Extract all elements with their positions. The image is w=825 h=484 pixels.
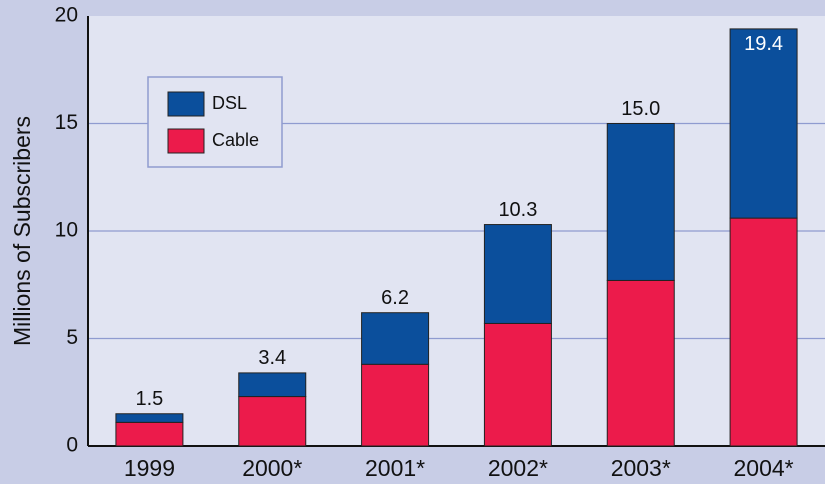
x-tick-label: 2004* (734, 455, 794, 481)
bar-segment (483, 322, 552, 447)
bar-segment (606, 279, 675, 447)
bar-segment (115, 413, 184, 423)
bar-segment (361, 312, 430, 365)
legend-label: DSL (212, 93, 247, 113)
bar-segment (483, 224, 552, 324)
legend-swatch (167, 128, 205, 154)
x-tick-label: 2003* (611, 455, 671, 481)
x-tick-label: 2002* (488, 455, 548, 481)
y-tick-label: 20 (55, 4, 78, 27)
x-tick-label: 2001* (365, 455, 425, 481)
legend-swatch (167, 91, 205, 117)
total-label: 3.4 (258, 347, 286, 369)
total-label: 1.5 (136, 388, 164, 410)
total-label: 15.0 (621, 98, 660, 120)
total-label: 10.3 (498, 199, 537, 221)
y-tick-label: 0 (66, 434, 78, 457)
bar-segment (115, 421, 184, 447)
bar-segment (238, 396, 307, 447)
bar-segment (606, 123, 675, 281)
y-axis-label: Millions of Subscribers (9, 116, 35, 346)
bar-segment (729, 217, 798, 447)
legend-label: Cable (212, 130, 259, 150)
y-tick-label: 5 (66, 326, 78, 349)
y-tick-label: 10 (55, 219, 78, 242)
total-label: 6.2 (381, 287, 409, 309)
y-tick-label: 15 (55, 111, 78, 134)
x-tick-label: 1999 (124, 455, 175, 481)
bar-segment (729, 28, 798, 219)
x-tick-label: 2000* (242, 455, 302, 481)
total-label: 19.4 (744, 33, 783, 55)
bar-segment (361, 363, 430, 447)
bar-segment (238, 372, 307, 398)
